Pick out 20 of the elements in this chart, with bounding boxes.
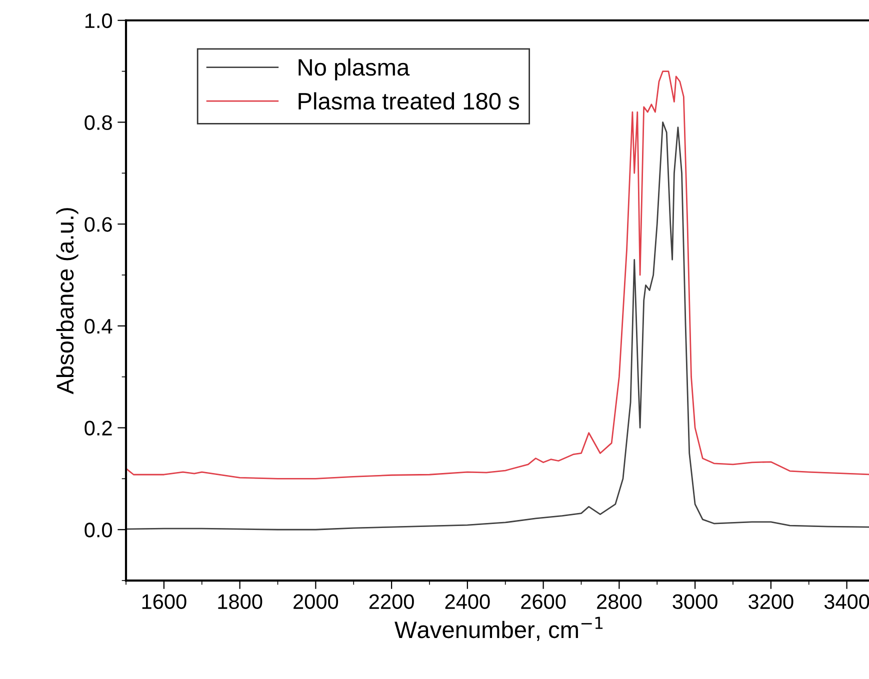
- x-tick-label: 3000: [672, 594, 718, 610]
- x-tick-label: 2200: [369, 594, 414, 610]
- x-tick-label: 2400: [445, 594, 490, 610]
- x-tick-label: 2600: [521, 594, 566, 610]
- x-tick-label: 2000: [294, 594, 338, 610]
- x-axis-title: Wavenumber, cm$^{−1}$: [394, 616, 603, 641]
- x-tick-label: 3200: [748, 594, 794, 610]
- y-axis-title: Absorbance (a.u.): [56, 208, 78, 394]
- y-tick-label: 0.4: [84, 318, 112, 334]
- x-tick-label: 1600: [142, 594, 186, 610]
- y-tick-label: 0.0: [84, 522, 112, 538]
- x-tick-label: 2800: [597, 594, 642, 610]
- y-tick-label: 0.6: [84, 217, 112, 232]
- x-tick-label: 1800: [218, 594, 262, 610]
- x-tick-label: 3400: [824, 594, 869, 610]
- legend-label: No plasma: [298, 58, 410, 80]
- y-tick-label: 0.2: [84, 420, 112, 436]
- legend-label: Plasma treated 180 s: [298, 92, 520, 110]
- y-tick-label: 0.8: [84, 115, 112, 130]
- y-tick-label: 1.0: [85, 13, 112, 28]
